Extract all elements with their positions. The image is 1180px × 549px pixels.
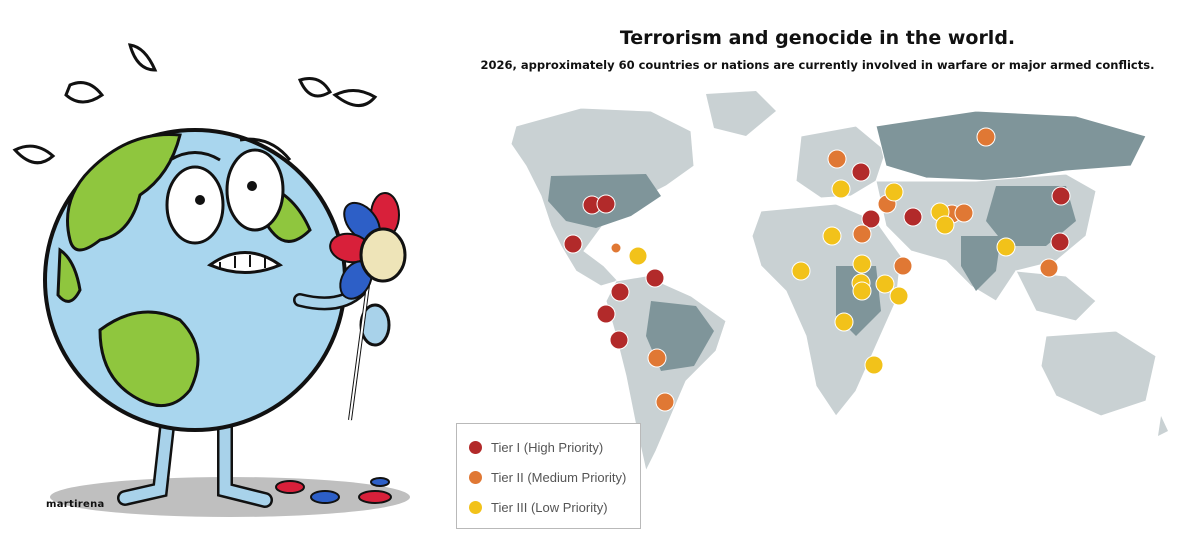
- legend-label-tier2: Tier II (Medium Priority): [491, 469, 627, 485]
- tier3-marker: [864, 355, 884, 375]
- tier2-marker: [655, 392, 675, 412]
- world-map-svg: [510, 91, 1168, 473]
- tier3-markers: [628, 179, 1016, 375]
- tier1-marker: [610, 282, 630, 302]
- tier2-dot-icon: [469, 470, 482, 484]
- tier2-marker: [954, 203, 974, 223]
- legend-label-tier3: Tier III (Low Priority): [491, 499, 608, 515]
- tier2-marker: [976, 127, 996, 147]
- map-subtitle: 2026, approximately 60 countries or nati…: [480, 58, 1155, 72]
- tier1-marker: [596, 194, 616, 214]
- land-southeast-asia: [1015, 270, 1097, 322]
- tier3-marker: [935, 215, 955, 235]
- tier1-marker: [903, 207, 923, 227]
- tier3-marker: [996, 237, 1016, 257]
- sad-earth-cartoon: martirena: [0, 0, 460, 544]
- tier1-marker: [1051, 186, 1071, 206]
- tier3-marker: [852, 254, 872, 274]
- world-conflict-map: [456, 86, 1172, 536]
- tier1-marker: [563, 234, 583, 254]
- land-new-zealand: [1158, 416, 1168, 436]
- tier3-marker: [875, 274, 895, 294]
- tier3-marker: [628, 246, 648, 266]
- artist-signature: martirena: [46, 499, 105, 510]
- tier3-marker: [852, 281, 872, 301]
- tier2-marker: [647, 348, 667, 368]
- tier2-marker: [827, 149, 847, 169]
- tier2-markers: [610, 127, 1059, 412]
- tier3-marker: [822, 226, 842, 246]
- tier1-marker: [1050, 232, 1070, 252]
- legend-item-tier3: Tier III (Low Priority): [469, 498, 608, 516]
- tier3-marker: [831, 179, 851, 199]
- legend-item-tier1: Tier I (High Priority): [469, 438, 603, 456]
- tier1-dot-icon: [469, 440, 482, 454]
- tier1-marker: [645, 268, 665, 288]
- tier3-dot-icon: [469, 500, 482, 514]
- tier3-marker: [889, 286, 909, 306]
- tier3-marker: [834, 312, 854, 332]
- legend-label-tier1: Tier I (High Priority): [491, 439, 604, 455]
- tier1-marker: [596, 304, 616, 324]
- map-legend: Tier I (High Priority) Tier II (Medium P…: [456, 423, 641, 529]
- land-russia: [875, 110, 1147, 182]
- tier1-marker: [851, 162, 871, 182]
- tier3-marker: [791, 261, 811, 281]
- tier3-marker: [884, 182, 904, 202]
- land-greenland: [706, 91, 776, 136]
- tier1-marker: [861, 209, 881, 229]
- land-australia: [1040, 330, 1157, 417]
- land-india: [961, 236, 1001, 291]
- legend-item-tier2: Tier II (Medium Priority): [469, 468, 626, 486]
- sad-earth-holding-flower-icon: [12, 43, 410, 517]
- tier2-marker: [1039, 258, 1059, 278]
- tier1-markers: [563, 162, 1071, 350]
- tier1-marker: [609, 330, 629, 350]
- tier2-marker: [610, 242, 622, 254]
- tier2-marker: [893, 256, 913, 276]
- tier2-marker: [852, 224, 872, 244]
- map-title: Terrorism and genocide in the world.: [619, 27, 1016, 49]
